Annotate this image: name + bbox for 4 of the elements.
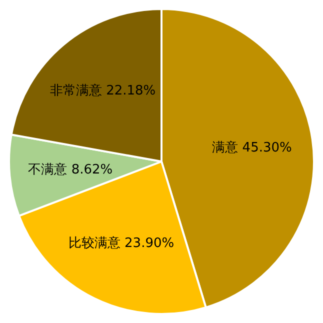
slice-label: 满意 45.30%: [212, 140, 292, 156]
slice-label: 比较满意 23.90%: [68, 236, 174, 252]
slice-label: 不满意 8.62%: [28, 162, 113, 178]
slice-label: 非常满意 22.18%: [50, 84, 156, 99]
